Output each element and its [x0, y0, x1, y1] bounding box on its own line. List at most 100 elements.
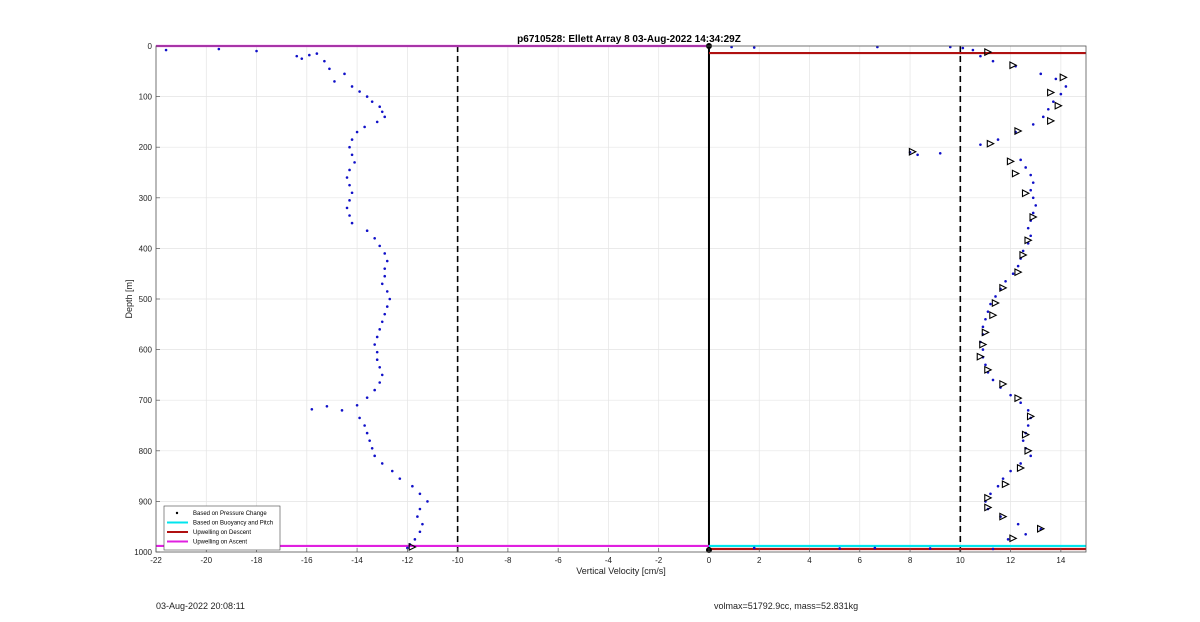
buoyancy-pitch-point	[979, 340, 988, 349]
pressure-change-point	[416, 515, 419, 518]
pressure-change-point	[418, 492, 422, 496]
pressure-change-point	[1031, 123, 1035, 126]
x-tick-label: 10	[956, 556, 965, 565]
pressure-change-point	[1009, 469, 1012, 473]
pressure-change-point	[971, 48, 975, 52]
buoyancy-pitch-point	[984, 503, 993, 512]
footer-volmax-mass: volmax=51792.9cc, mass=52.831kg	[714, 601, 859, 611]
pressure-change-point	[383, 267, 387, 270]
x-tick-label: 8	[908, 556, 913, 565]
x-tick-label: -12	[402, 556, 414, 565]
pressure-change-point	[375, 120, 379, 124]
x-tick-label: 14	[1056, 556, 1065, 565]
pressure-change-point	[1019, 401, 1022, 405]
pressure-change-point	[365, 431, 369, 435]
pressure-change-point	[1029, 173, 1033, 177]
x-axis-label: Vertical Velocity [cm/s]	[576, 566, 666, 576]
pressure-change-point	[1029, 454, 1033, 458]
pressure-change-point	[916, 153, 919, 157]
y-tick-label: 0	[148, 42, 153, 51]
pressure-change-point	[873, 546, 877, 550]
pressure-change-point	[340, 409, 344, 412]
horizontal-lines	[156, 43, 1086, 553]
pressure-change-point	[348, 199, 351, 202]
pressure-change-point	[323, 59, 326, 63]
pressure-change-point	[1004, 279, 1007, 283]
x-tick-label: -14	[351, 556, 363, 565]
pressure-change-point	[1026, 226, 1030, 230]
pressure-change-point	[164, 48, 168, 52]
buoyancy-pitch-point	[999, 283, 1008, 292]
pressure-change-point	[315, 52, 319, 55]
pressure-change-point	[1039, 72, 1043, 76]
pressure-change-point	[365, 95, 369, 98]
y-tick-label: 700	[139, 396, 153, 405]
pressure-change-point	[383, 252, 387, 255]
pressure-change-point	[348, 145, 351, 149]
pressure-change-point	[986, 310, 990, 313]
pressure-change-point	[1052, 100, 1055, 103]
pressure-change-point	[383, 115, 387, 119]
x-tick-label: -4	[605, 556, 613, 565]
pressure-change-point	[1031, 196, 1035, 200]
pressure-change-point	[1031, 181, 1035, 184]
buoyancy-pitch-point	[908, 147, 917, 156]
y-tick-label: 200	[139, 143, 153, 152]
pressure-change-point	[426, 500, 429, 503]
x-tick-label: 4	[807, 556, 812, 565]
pressure-change-point	[375, 358, 379, 362]
pressure-change-point	[380, 110, 384, 114]
pressure-change-point	[380, 373, 384, 377]
pressure-change-point	[1011, 272, 1015, 276]
buoyancy-pitch-point	[1011, 169, 1021, 178]
x-tick-label: -16	[301, 556, 313, 565]
legend-entry-label: Based on Buoyancy and Pitch	[193, 521, 273, 527]
y-tick-label: 400	[139, 244, 153, 253]
pressure-change-point	[1026, 409, 1030, 412]
x-tick-label: -2	[655, 556, 663, 565]
pressure-change-point	[380, 462, 384, 465]
pressure-change-point	[358, 416, 361, 420]
pressure-change-point	[1019, 462, 1022, 465]
pressure-change-point	[838, 547, 841, 550]
buoyancy-pitch-point	[1019, 250, 1028, 260]
buoyancy-pitch-point	[1024, 446, 1033, 455]
pressure-change-point	[979, 143, 982, 146]
pressure-change-point	[991, 59, 995, 63]
pressure-change-point	[350, 138, 354, 141]
pressure-change-point	[996, 138, 1000, 141]
pressure-change-point	[385, 305, 389, 308]
buoyancy-pitch-point	[1059, 73, 1068, 82]
buoyancy-pitch-point	[1026, 412, 1036, 421]
pressure-change-point	[1034, 204, 1038, 207]
buoyancy-pitch-point	[1037, 524, 1046, 533]
reference-lines	[456, 46, 962, 552]
pressure-change-point	[1021, 249, 1025, 253]
buoyancy-pitch-point	[999, 512, 1008, 521]
y-tick-label: 100	[139, 93, 153, 102]
buoyancy-pitch-point	[976, 352, 985, 361]
pressure-change-point	[1064, 85, 1068, 88]
pressure-change-point	[398, 477, 402, 480]
pressure-change-point	[378, 105, 382, 109]
footer-timestamp: 03-Aug-2022 20:08:11	[156, 601, 245, 611]
pressure-change-point	[752, 546, 756, 550]
buoyancy-pitch-point	[984, 365, 993, 374]
buoyancy-pitch-point	[1054, 101, 1063, 110]
pressure-change-point	[373, 388, 376, 392]
buoyancy-pitch-point	[408, 542, 417, 552]
x-tick-label: -8	[504, 556, 512, 565]
pressure-change-point	[1024, 532, 1027, 536]
pressure-change-point	[355, 130, 359, 134]
y-axis-label: Depth [m]	[124, 279, 134, 318]
x-tick-label: -18	[251, 556, 263, 565]
pressure-change-point	[752, 46, 756, 49]
pressure-change-point	[370, 100, 374, 103]
pressure-change-point	[373, 343, 376, 346]
pressure-change-point	[1031, 211, 1035, 215]
pressure-change-point	[295, 54, 299, 58]
buoyancy-pitch-point	[1047, 116, 1056, 125]
pressure-change-point	[1009, 393, 1012, 397]
x-tick-label: -6	[555, 556, 563, 565]
data-points	[164, 45, 1068, 552]
